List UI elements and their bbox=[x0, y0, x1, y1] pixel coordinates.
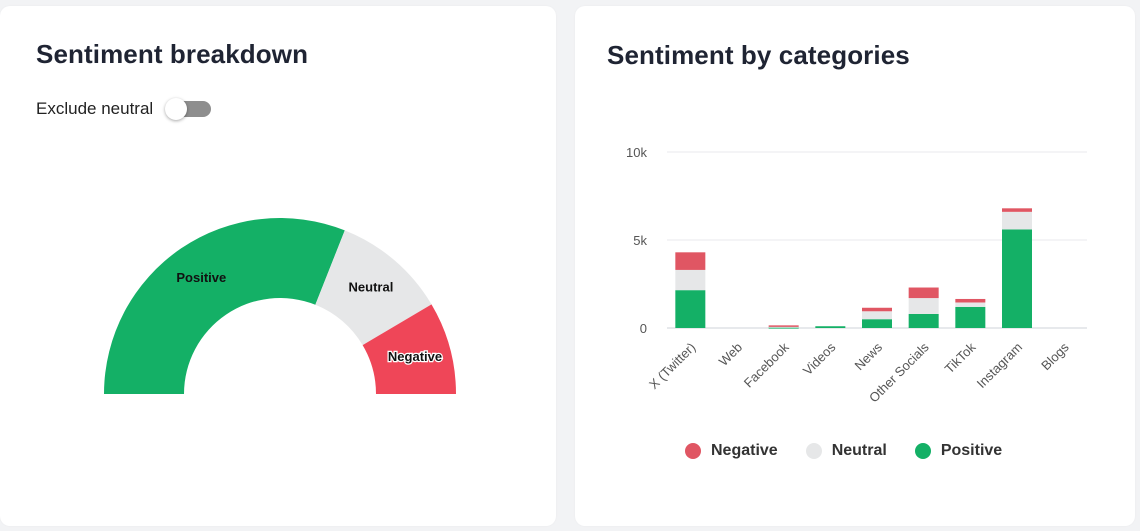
gauge-slice-neutral[interactable] bbox=[315, 230, 432, 346]
x-category-label: Instagram bbox=[974, 340, 1025, 391]
bar-positive-2[interactable] bbox=[768, 327, 799, 329]
sentiment-breakdown-card: Sentiment breakdown Exclude neutral Posi… bbox=[0, 6, 556, 526]
x-category-label: Blogs bbox=[1038, 339, 1072, 373]
gauge-label-negative: Negative bbox=[388, 349, 442, 364]
legend-label-neutral: Neutral bbox=[831, 442, 887, 459]
sentiment-categories-card: Sentiment by categories 0 5k 10k X (Twitter… bbox=[575, 6, 1135, 526]
bar-negative-4[interactable] bbox=[862, 307, 892, 312]
x-category-label: Web bbox=[716, 340, 745, 369]
exclude-neutral-label: Exclude neutral bbox=[36, 99, 154, 118]
x-category-label: News bbox=[852, 339, 886, 373]
bar-positive-3[interactable] bbox=[815, 326, 846, 328]
bar-negative-0[interactable] bbox=[675, 252, 706, 270]
exclude-neutral-row: Exclude neutral bbox=[36, 98, 215, 120]
gauge-slice-negative[interactable] bbox=[362, 304, 456, 394]
x-category-label: X (Twitter) bbox=[646, 340, 698, 392]
gauge-label-neutral: Neutral bbox=[349, 280, 394, 295]
bar-neutral-4[interactable] bbox=[862, 311, 892, 320]
chart-legend: Negative Neutral Positive bbox=[685, 442, 1002, 460]
legend-label-negative: Negative bbox=[711, 442, 778, 459]
categories-title: Sentiment by categories bbox=[607, 40, 910, 70]
sentiment-gauge-chart: Positive Neutral Negative bbox=[104, 217, 456, 394]
bar-positive-0[interactable] bbox=[675, 290, 706, 328]
legend-label-positive: Positive bbox=[940, 442, 1003, 459]
legend-dot-positive bbox=[914, 443, 931, 459]
breakdown-title: Sentiment breakdown bbox=[36, 39, 309, 69]
bar-neutral-7[interactable] bbox=[1002, 211, 1032, 230]
legend-dot-neutral bbox=[805, 443, 822, 459]
legend-dot-negative bbox=[685, 443, 701, 459]
x-category-label: TikTok bbox=[942, 339, 979, 376]
exclude-neutral-toggle[interactable] bbox=[165, 98, 215, 120]
bar-positive-7[interactable] bbox=[1002, 229, 1032, 328]
toggle-knob bbox=[165, 98, 188, 120]
bar-positive-6[interactable] bbox=[955, 306, 986, 328]
legend-item-positive[interactable]: Positive bbox=[914, 442, 1003, 460]
bar-negative-5[interactable] bbox=[908, 287, 939, 299]
bar-positive-5[interactable] bbox=[908, 313, 939, 328]
legend-item-negative[interactable]: Negative bbox=[685, 442, 778, 460]
x-category-label: Videos bbox=[800, 339, 839, 378]
legend-item-neutral[interactable]: Neutral bbox=[805, 442, 887, 460]
y-tick-label: 5k bbox=[633, 233, 647, 248]
bar-neutral-6[interactable] bbox=[955, 302, 986, 307]
bar-negative-7[interactable] bbox=[1002, 208, 1032, 212]
bar-negative-6[interactable] bbox=[955, 298, 986, 303]
bar-negative-2[interactable] bbox=[768, 325, 799, 327]
bar-neutral-5[interactable] bbox=[908, 298, 939, 314]
bar-neutral-0[interactable] bbox=[675, 269, 706, 291]
y-tick-label: 0 bbox=[640, 321, 647, 336]
gauge-label-positive: Positive bbox=[176, 270, 226, 285]
bar-neutral-2[interactable] bbox=[768, 326, 799, 328]
x-category-label: Facebook bbox=[741, 339, 792, 390]
y-tick-label: 10k bbox=[626, 145, 647, 160]
gauge-slice-positive[interactable] bbox=[104, 217, 345, 394]
bar-positive-4[interactable] bbox=[862, 319, 892, 328]
